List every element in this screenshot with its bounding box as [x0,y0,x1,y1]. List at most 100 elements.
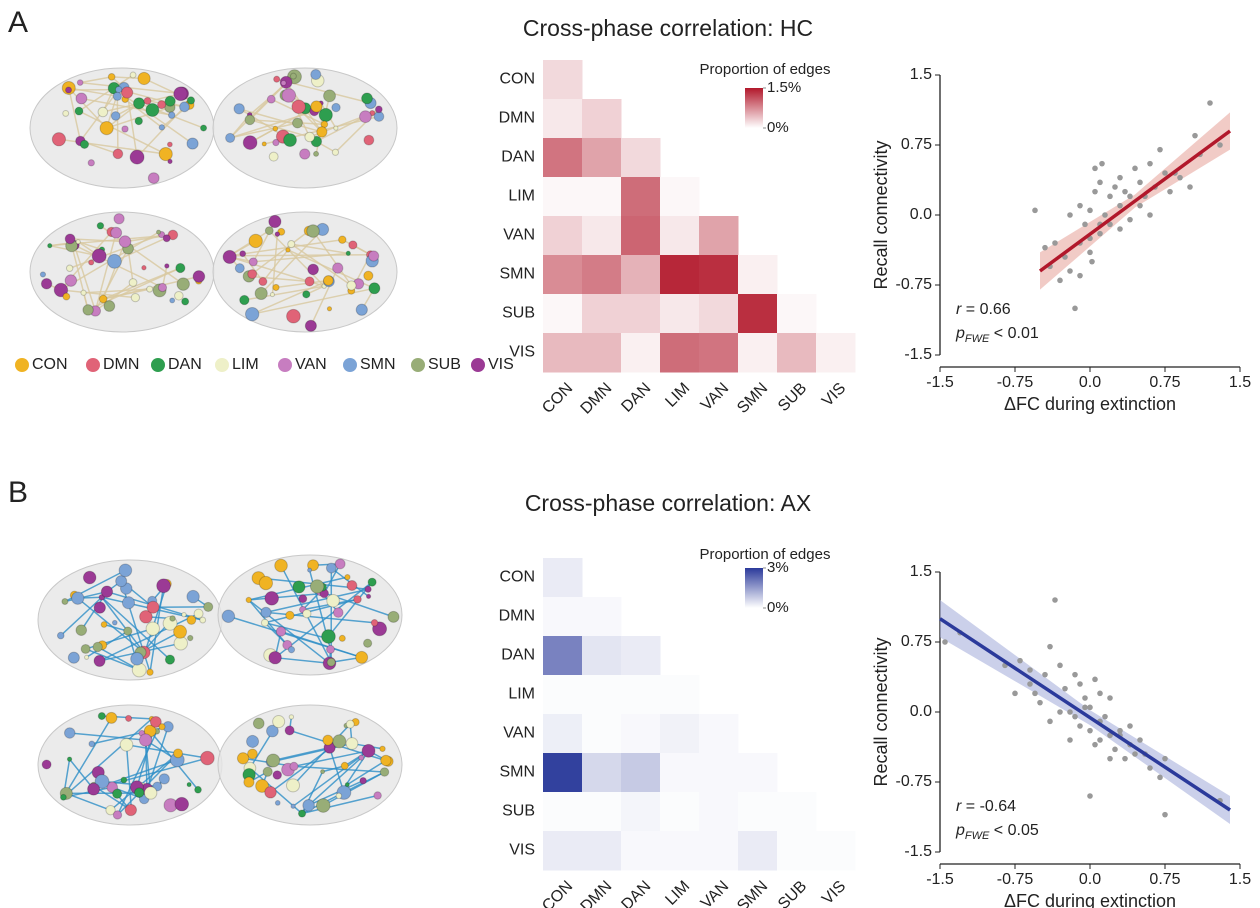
brain-node [195,786,202,793]
brain-node [244,777,254,787]
heatmap-cell [738,294,778,334]
stat-annotation: r = 0.66 [956,301,1011,318]
brain-node [113,789,122,798]
legend-swatch [411,358,425,372]
brain-node [146,622,159,635]
scatter-point [1177,175,1183,181]
brain-node [345,575,350,580]
brain-node [122,597,134,609]
brain-node [293,581,305,593]
brain-node [157,579,171,593]
y-tick-label: 0.0 [910,206,932,223]
heatmap-cell [543,714,583,754]
scatter-point [1187,184,1193,190]
scatter-point [1057,709,1063,715]
brain-node [116,576,127,587]
brain-node [138,72,150,84]
brain-node [170,298,175,303]
brain-node [240,251,246,257]
scatter-point [1147,212,1153,218]
figure: A B CONDMNDANLIMVANSMNSUBVISCross-phase … [0,0,1260,908]
brain-node [243,136,257,150]
heatmap-cell [777,792,817,832]
colorbar-tick-label: 3% [767,559,789,576]
x-axis-label: ΔFC during extinction [1004,394,1176,414]
brain-node [273,139,279,145]
column-label: LIM [662,878,693,908]
brain-node [308,568,312,572]
brain-node [327,645,335,653]
scatter-point [1112,747,1118,753]
legend-swatch [343,358,357,372]
fit-line [940,619,1230,810]
column-label: VIS [819,380,849,410]
brain-node [174,749,183,758]
scatter-point [1102,212,1108,218]
brain-node [76,625,87,636]
brain-node [52,133,65,146]
brain-node [246,597,251,602]
brain-node [187,97,194,104]
brain-node [108,254,122,268]
brain-node [360,111,372,123]
brain-node [269,152,278,161]
brain-node [75,107,83,115]
brain-node [311,101,322,112]
brain-node [174,625,187,638]
brain-node [235,264,244,273]
row-label: DMN [499,110,535,127]
scatter-point [1147,161,1153,167]
brain-node [159,147,172,160]
heatmap-cell [699,831,739,871]
brain-node [92,249,106,263]
scatter-point [1067,709,1073,715]
y-tick-label: -0.75 [896,773,933,790]
brain-node [346,720,354,728]
brain-node [114,214,124,224]
x-tick-label: -0.75 [997,871,1034,888]
scatter-point [1082,705,1088,711]
column-label: VAN [698,878,732,908]
brain-node [291,804,295,808]
brain-node [265,786,277,798]
heatmap-cell [543,294,583,334]
brain-node [305,132,315,142]
scatter-point [1057,278,1063,284]
brain-node [276,627,285,636]
brain-node [298,810,305,817]
column-label: SUB [775,380,810,415]
heatmap-cell [543,60,583,100]
y-tick-label: 0.75 [901,633,932,650]
heatmap-cell [582,792,622,832]
brain-node [323,276,333,286]
brain-node [176,263,185,272]
brain-node [303,291,310,298]
brain-node [130,150,144,164]
brain-node [327,658,335,666]
brain-node [341,762,348,769]
heatmap-cell [543,636,583,676]
column-label: SMN [734,878,771,908]
scatter-point [1087,705,1093,711]
panel-label: A [8,6,28,39]
scatter-point [1082,222,1088,228]
column-label: DMN [578,380,616,418]
heatmap-cell [582,177,622,217]
heatmap-cell [660,177,700,217]
stat-annotation: pFWE < 0.01 [955,325,1039,345]
heatmap-cell [582,714,622,754]
scatter-point [1117,226,1123,232]
heatmap-cell [621,792,661,832]
annotation-part: p [955,822,965,839]
scatter-point [1162,812,1168,818]
brain-node [245,307,258,320]
brain-node [63,293,70,300]
heatmap-cell [543,99,583,139]
brain-node [48,244,52,248]
brain-node [369,283,380,294]
colorbar [745,568,763,608]
brain-node [94,655,105,666]
brain-node [369,251,379,261]
scatter-point [1027,681,1033,687]
row-label: SMN [499,764,535,781]
